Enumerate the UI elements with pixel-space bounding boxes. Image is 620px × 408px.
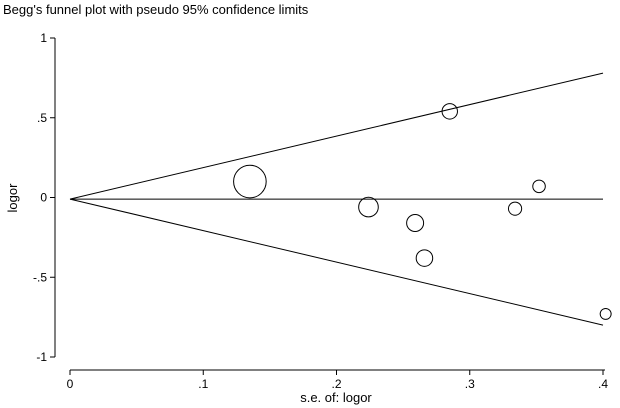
x-tick-label: .1 xyxy=(198,377,208,391)
y-tick-label: -.5 xyxy=(33,270,47,284)
study-point xyxy=(415,249,434,267)
x-tick-label: .3 xyxy=(465,377,475,391)
x-axis-label: s.e. of: logor xyxy=(300,390,372,405)
y-tick-label: .5 xyxy=(37,111,47,125)
y-tick-label: -1 xyxy=(36,350,47,364)
lower-confidence-limit-line xyxy=(69,198,604,326)
study-point xyxy=(233,164,267,199)
x-tick-label: .4 xyxy=(598,377,608,391)
y-axis-label: logor xyxy=(5,183,20,213)
x-tick-label: .2 xyxy=(331,377,341,391)
study-point xyxy=(532,179,546,194)
study-point xyxy=(599,307,612,320)
x-tick-label: 0 xyxy=(67,377,74,391)
chart-title: Begg's funnel plot with pseudo 95% confi… xyxy=(3,2,309,17)
study-point xyxy=(441,103,458,120)
upper-confidence-limit-line xyxy=(69,72,604,200)
study-point xyxy=(358,196,379,218)
study-point xyxy=(507,201,523,216)
y-tick-label: 0 xyxy=(40,191,47,205)
study-point xyxy=(406,214,425,233)
plot-area: 1 .5 0 -.5 -1 0 .1 .2 .3 .4 xyxy=(33,31,612,391)
y-tick-label: 1 xyxy=(40,31,47,45)
